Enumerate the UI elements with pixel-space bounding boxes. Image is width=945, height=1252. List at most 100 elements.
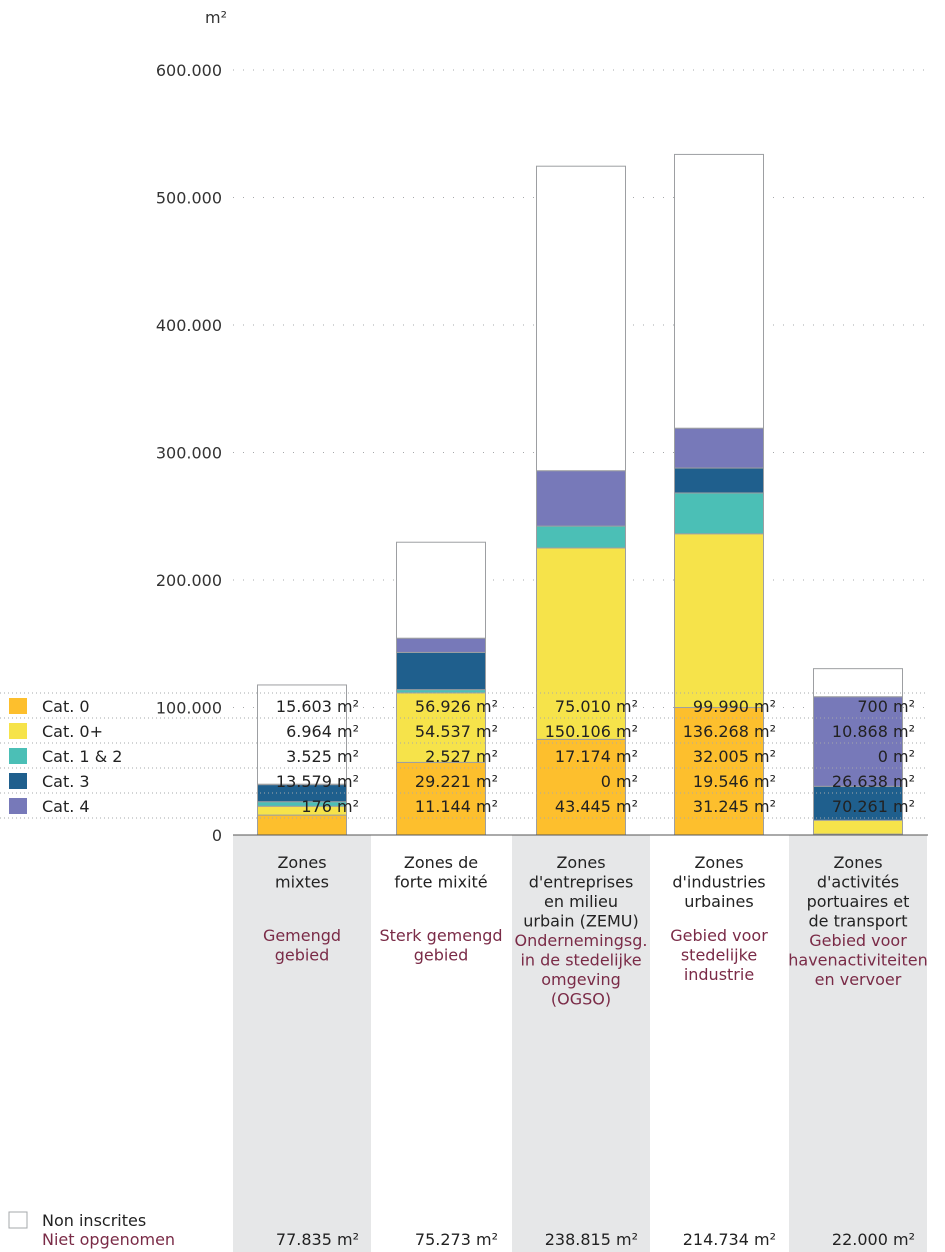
bar-segment (674, 427, 764, 469)
category-label-nl: stedelijke (681, 946, 757, 965)
column-background (789, 835, 927, 1252)
category-label: d'entreprises (529, 873, 634, 892)
table-cell: 75.010 m² (555, 697, 638, 716)
column-background (512, 835, 650, 1252)
category-label: Zones (556, 853, 605, 872)
category-label-nl: Gebied voor (809, 931, 907, 950)
legend-swatch (9, 748, 27, 764)
y-tick-label: 400.000 (156, 316, 222, 335)
category-label-nl: omgeving (541, 970, 621, 989)
table-cell: 0 m² (878, 747, 915, 766)
table-cell: 77.835 m² (276, 1230, 359, 1249)
table-cell: 176 m² (301, 797, 359, 816)
table-cell: 17.174 m² (555, 747, 638, 766)
table-cell: 10.868 m² (832, 722, 915, 741)
table-cell: 6.964 m² (286, 722, 359, 741)
bar-segment (396, 637, 486, 653)
table-cell: 43.445 m² (555, 797, 638, 816)
data-table: 15.603 m² 56.926 m² 75.010 m² 99.990 m² 700 … (0, 692, 928, 1249)
table-cell: 3.525 m² (286, 747, 359, 766)
y-tick-label: 600.000 (156, 61, 222, 80)
bar-segment (674, 707, 764, 836)
legend-label: Non inscrites (42, 1211, 146, 1230)
bar-segment (257, 814, 347, 836)
table-cell: 32.005 m² (693, 747, 776, 766)
bar-segment (396, 692, 486, 763)
bar-segment (536, 470, 626, 527)
table-cell: 0 m² (601, 772, 638, 791)
category-label: Zones (833, 853, 882, 872)
legend-label: Cat. 1 & 2 (42, 747, 122, 766)
y-tick-label: 500.000 (156, 189, 222, 208)
table-cell: 22.000 m² (832, 1230, 915, 1249)
table-cell: 26.638 m² (832, 772, 915, 791)
legend-swatch (9, 773, 27, 789)
legend-label: Cat. 3 (42, 772, 90, 791)
legend-swatch (9, 723, 27, 739)
category-label: forte mixité (394, 873, 487, 892)
bar-segment (813, 696, 903, 787)
legend-swatch (9, 698, 27, 714)
table-cell: 150.106 m² (545, 722, 638, 741)
category-label: en milieu (544, 892, 618, 911)
legend-swatch (8, 1211, 28, 1229)
table-cell: 75.273 m² (415, 1230, 498, 1249)
bar-segment (536, 525, 626, 549)
legend-label-nl: Niet opgenomen (42, 1230, 175, 1249)
y-unit-label: m² (205, 8, 227, 27)
table-cell: 214.734 m² (683, 1230, 776, 1249)
y-tick-labels: 0 100.000 200.000 300.000 400.000 500.000 600.… (156, 61, 222, 845)
y-tick-label: 200.000 (156, 571, 222, 590)
category-label-nl: gebied (275, 946, 330, 965)
legend: Cat. 0 Cat. 0+ Cat. 1 & 2 Cat. 3 Cat. 4 Non i… (8, 697, 175, 1249)
category-label-nl: gebied (414, 946, 469, 965)
bar-segment (396, 651, 486, 691)
table-cell: 13.579 m² (276, 772, 359, 791)
category-label: de transport (808, 912, 907, 931)
table-cell: 31.245 m² (693, 797, 776, 816)
category-label: Zones (694, 853, 743, 872)
table-cell: 238.815 m² (545, 1230, 638, 1249)
category-label-nl: Sterk gemengd (379, 926, 502, 945)
bar-segment (536, 547, 626, 740)
y-tick-label: 0 (212, 826, 222, 845)
table-cell: 70.261 m² (832, 797, 915, 816)
category-label-nl: in de stedelijke (520, 951, 641, 970)
bar-segment (813, 819, 903, 835)
bar-segment (674, 533, 764, 709)
category-label: d'activités (817, 873, 899, 892)
bar-segment (813, 785, 903, 821)
category-label-nl: havenactiviteiten (788, 951, 927, 970)
bar-segment (674, 467, 764, 494)
bar-segment (396, 761, 486, 836)
legend-label: Cat. 0 (42, 697, 90, 716)
bar-segment (674, 492, 764, 535)
category-label: Zones de (404, 853, 478, 872)
table-cell: 99.990 m² (693, 697, 776, 716)
table-cell: 2.527 m² (425, 747, 498, 766)
category-label: mixtes (275, 873, 329, 892)
bar-segment (396, 541, 486, 639)
bar-segment (813, 668, 903, 698)
bars (257, 153, 903, 836)
y-tick-label: 300.000 (156, 444, 222, 463)
table-cell: 11.144 m² (415, 797, 498, 816)
table-cell: 700 m² (857, 697, 915, 716)
table-cell: 29.221 m² (415, 772, 498, 791)
category-label-nl: Gemengd (263, 926, 341, 945)
bar-segment (674, 153, 764, 429)
category-label-nl: Gebied voor (670, 926, 768, 945)
legend-label: Cat. 0+ (42, 722, 103, 741)
table-cell: 19.546 m² (693, 772, 776, 791)
category-label: urbain (ZEMU) (523, 912, 638, 931)
category-label-nl: (OGSO) (551, 990, 611, 1009)
column-background (233, 835, 371, 1252)
table-cell: 56.926 m² (415, 697, 498, 716)
legend-swatch (9, 798, 27, 814)
bar-segment (536, 165, 626, 472)
category-label: urbaines (684, 892, 753, 911)
legend-label: Cat. 4 (42, 797, 90, 816)
column-backgrounds (233, 835, 927, 1252)
